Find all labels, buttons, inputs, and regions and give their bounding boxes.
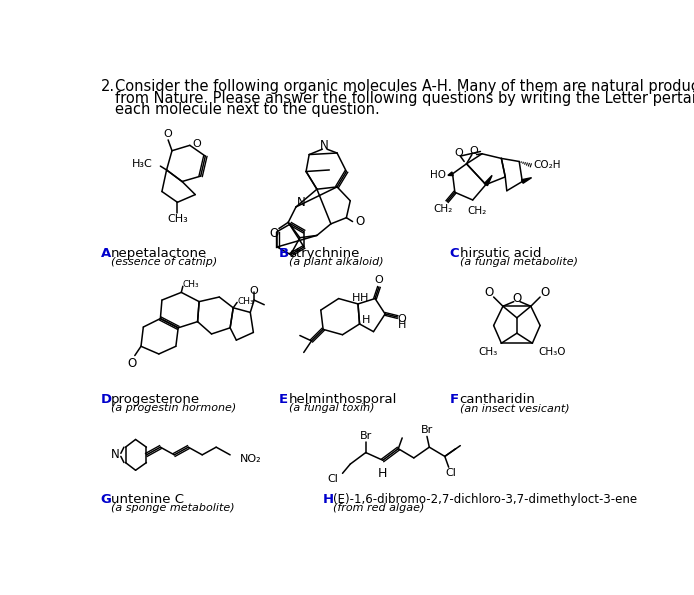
- Text: E: E: [279, 393, 288, 406]
- Text: H: H: [362, 315, 371, 325]
- Text: O: O: [375, 275, 383, 285]
- Text: H: H: [359, 293, 368, 303]
- Text: O: O: [470, 146, 479, 156]
- Text: H: H: [398, 321, 407, 330]
- Text: O: O: [484, 286, 493, 299]
- Text: O: O: [250, 286, 259, 296]
- Polygon shape: [484, 176, 492, 186]
- Text: CO₂H: CO₂H: [533, 160, 561, 170]
- Text: Consider the following organic molecules A-H. Many of them are natural products : Consider the following organic molecules…: [115, 79, 694, 94]
- Text: nepetalactone: nepetalactone: [111, 247, 207, 260]
- Text: CH₃O: CH₃O: [539, 347, 566, 358]
- Text: CH₃: CH₃: [478, 347, 498, 358]
- Text: (a plant alkaloid): (a plant alkaloid): [289, 257, 384, 267]
- Text: C: C: [450, 247, 459, 260]
- Text: N: N: [297, 196, 306, 209]
- Polygon shape: [448, 172, 453, 176]
- Text: (a fungal metabolite): (a fungal metabolite): [459, 257, 577, 267]
- Text: Cl: Cl: [446, 468, 457, 478]
- Text: D: D: [101, 393, 112, 406]
- Text: O: O: [355, 215, 365, 228]
- Text: progesterone: progesterone: [111, 393, 200, 406]
- Text: (essence of catnip): (essence of catnip): [111, 257, 217, 267]
- Text: (from red algae): (from red algae): [333, 503, 425, 513]
- Text: helminthosporal: helminthosporal: [289, 393, 398, 406]
- Text: untenine C: untenine C: [111, 493, 184, 506]
- Text: N: N: [321, 139, 329, 152]
- Text: Cl: Cl: [328, 474, 339, 484]
- Text: O: O: [164, 129, 173, 139]
- Text: (a progestin hormone): (a progestin hormone): [111, 403, 236, 414]
- Text: O: O: [192, 139, 201, 149]
- Text: O: O: [127, 357, 136, 369]
- Text: hirsutic acid: hirsutic acid: [459, 247, 541, 260]
- Text: Br: Br: [421, 425, 433, 435]
- Text: CH₂: CH₂: [467, 206, 486, 216]
- Text: (a sponge metabolite): (a sponge metabolite): [111, 503, 235, 513]
- Text: O: O: [540, 286, 550, 299]
- Text: each molecule next to the question.: each molecule next to the question.: [115, 102, 380, 117]
- Text: strychnine: strychnine: [289, 247, 359, 260]
- Text: O: O: [512, 292, 521, 305]
- Text: H: H: [378, 467, 387, 480]
- Text: CH₃: CH₃: [237, 297, 254, 306]
- Text: O: O: [455, 148, 463, 158]
- Text: from Nature. Please answer the following questions by writing the Letter pertain: from Nature. Please answer the following…: [115, 90, 694, 106]
- Text: cantharidin: cantharidin: [459, 393, 535, 406]
- Polygon shape: [522, 178, 532, 183]
- Text: CH₂: CH₂: [434, 204, 453, 214]
- Text: O: O: [270, 227, 279, 240]
- Text: CH₃: CH₃: [183, 280, 199, 289]
- Text: (E)-1,6-dibromo-2,7-dichloro-3,7-dimethyloct-3-ene: (E)-1,6-dibromo-2,7-dichloro-3,7-dimethy…: [333, 493, 637, 506]
- Text: N: N: [110, 449, 119, 461]
- Text: Br: Br: [359, 431, 372, 441]
- Text: (a fungal toxin): (a fungal toxin): [289, 403, 375, 414]
- Text: CH₃: CH₃: [167, 214, 188, 224]
- Text: H₃C: H₃C: [132, 159, 153, 169]
- Text: G: G: [101, 493, 112, 506]
- Text: NO₂: NO₂: [239, 454, 261, 464]
- Text: O: O: [398, 314, 407, 324]
- Text: H: H: [351, 293, 360, 303]
- Text: F: F: [450, 393, 459, 406]
- Text: A: A: [101, 247, 111, 260]
- Text: HO: HO: [430, 170, 446, 180]
- Text: H: H: [323, 493, 335, 506]
- Text: 2.: 2.: [101, 79, 115, 94]
- Text: (an insect vesicant): (an insect vesicant): [459, 403, 569, 414]
- Text: B: B: [279, 247, 289, 260]
